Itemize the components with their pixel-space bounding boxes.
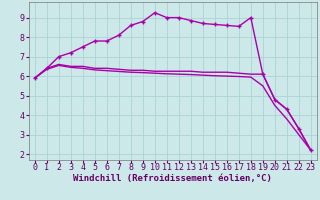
X-axis label: Windchill (Refroidissement éolien,°C): Windchill (Refroidissement éolien,°C)	[73, 174, 272, 183]
